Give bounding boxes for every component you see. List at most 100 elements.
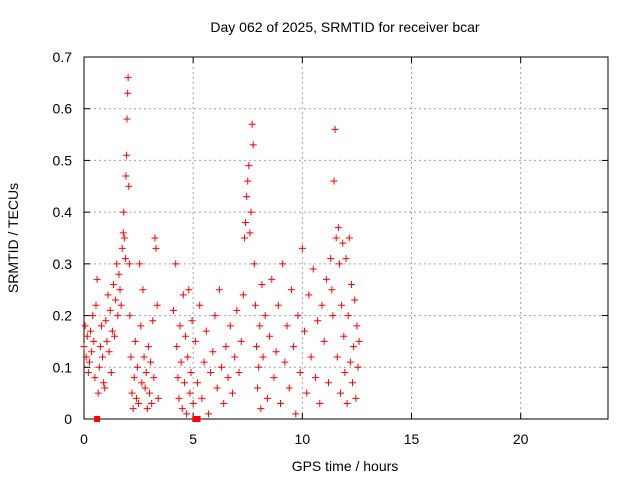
data-point bbox=[106, 306, 114, 314]
data-point bbox=[218, 363, 226, 371]
data-point bbox=[322, 275, 330, 283]
data-point bbox=[320, 337, 328, 345]
data-point bbox=[298, 244, 306, 252]
data-point bbox=[114, 312, 122, 320]
data-point bbox=[119, 229, 127, 237]
data-point bbox=[136, 260, 144, 268]
data-point bbox=[222, 343, 230, 351]
data-point bbox=[256, 322, 264, 330]
data-point bbox=[81, 322, 89, 330]
data-point bbox=[354, 363, 362, 371]
data-point bbox=[333, 353, 341, 361]
data-points bbox=[80, 74, 363, 422]
data-point bbox=[252, 343, 260, 351]
data-point bbox=[226, 322, 234, 330]
x-tick-labels: 0 5 10 15 20 bbox=[80, 431, 529, 447]
y-tick-label: 0 bbox=[64, 411, 72, 427]
data-point bbox=[128, 389, 136, 397]
data-point bbox=[99, 353, 107, 361]
data-point bbox=[228, 389, 236, 397]
data-point bbox=[108, 327, 116, 335]
data-point bbox=[259, 353, 267, 361]
data-point bbox=[331, 125, 339, 133]
data-point bbox=[125, 260, 133, 268]
data-point bbox=[124, 89, 132, 97]
data-point bbox=[133, 363, 141, 371]
y-tick-label: 0.3 bbox=[53, 256, 73, 272]
data-point bbox=[258, 281, 266, 289]
data-point bbox=[97, 322, 105, 330]
data-point bbox=[129, 405, 137, 413]
data-point bbox=[138, 379, 146, 387]
data-point bbox=[213, 384, 221, 392]
data-point bbox=[257, 405, 265, 413]
y-tick-label: 0.5 bbox=[53, 152, 73, 168]
data-point bbox=[194, 379, 202, 387]
data-point bbox=[107, 368, 115, 376]
data-point bbox=[207, 368, 215, 376]
data-point bbox=[349, 379, 357, 387]
data-point bbox=[254, 384, 262, 392]
data-point bbox=[350, 343, 358, 351]
data-point bbox=[270, 374, 278, 382]
y-tick-label: 0.2 bbox=[53, 308, 73, 324]
data-point bbox=[220, 399, 228, 407]
data-point bbox=[170, 306, 178, 314]
data-point bbox=[303, 389, 311, 397]
data-point bbox=[243, 193, 251, 201]
data-point bbox=[123, 151, 131, 159]
data-point bbox=[246, 229, 254, 237]
data-point bbox=[233, 306, 241, 314]
data-point bbox=[118, 244, 126, 252]
data-point bbox=[93, 275, 101, 283]
data-point bbox=[176, 322, 184, 330]
data-point bbox=[279, 260, 287, 268]
data-point bbox=[187, 368, 195, 376]
data-point bbox=[204, 410, 212, 418]
data-point bbox=[347, 281, 355, 289]
data-point bbox=[121, 255, 129, 263]
data-point bbox=[177, 358, 185, 366]
data-point bbox=[200, 358, 208, 366]
data-point bbox=[132, 394, 140, 402]
data-point bbox=[100, 379, 108, 387]
data-point bbox=[105, 348, 113, 356]
data-point bbox=[116, 286, 124, 294]
y-tick-label: 0.6 bbox=[53, 101, 73, 117]
data-point bbox=[316, 399, 324, 407]
data-point bbox=[139, 286, 147, 294]
data-point bbox=[120, 208, 128, 216]
data-point bbox=[340, 332, 348, 340]
data-point bbox=[250, 260, 258, 268]
data-point bbox=[240, 234, 248, 242]
data-point bbox=[224, 374, 232, 382]
data-point bbox=[261, 312, 269, 320]
data-point bbox=[330, 177, 338, 185]
data-point bbox=[142, 368, 150, 376]
data-point bbox=[242, 218, 250, 226]
data-point bbox=[215, 286, 223, 294]
data-point bbox=[96, 343, 104, 351]
data-point bbox=[338, 301, 346, 309]
data-point bbox=[127, 353, 135, 361]
data-point bbox=[188, 317, 196, 325]
data-point bbox=[191, 337, 199, 345]
data-point bbox=[231, 353, 239, 361]
data-point bbox=[179, 291, 187, 299]
data-point bbox=[82, 353, 90, 361]
y-tick-labels: 0 0.1 0.2 0.3 0.4 0.5 0.6 0.7 bbox=[53, 49, 73, 427]
data-point bbox=[283, 322, 291, 330]
data-point bbox=[311, 374, 319, 382]
data-point bbox=[137, 322, 145, 330]
data-point bbox=[172, 260, 180, 268]
data-point bbox=[272, 348, 280, 356]
data-point bbox=[309, 265, 317, 273]
data-point bbox=[91, 374, 99, 382]
data-point bbox=[343, 399, 351, 407]
data-point bbox=[90, 337, 98, 345]
data-point bbox=[346, 358, 354, 366]
data-point bbox=[152, 244, 160, 252]
data-point bbox=[150, 374, 158, 382]
data-point bbox=[355, 337, 363, 345]
